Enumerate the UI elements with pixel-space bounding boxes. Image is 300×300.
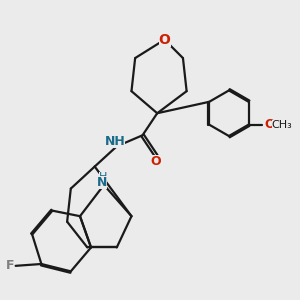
Text: N: N bbox=[97, 176, 107, 189]
Text: O: O bbox=[159, 33, 170, 47]
Text: NH: NH bbox=[105, 135, 125, 148]
Text: O: O bbox=[150, 155, 161, 168]
Text: F: F bbox=[6, 259, 14, 272]
Text: H: H bbox=[99, 172, 107, 182]
Text: CH₃: CH₃ bbox=[272, 120, 292, 130]
Text: O: O bbox=[265, 118, 275, 131]
